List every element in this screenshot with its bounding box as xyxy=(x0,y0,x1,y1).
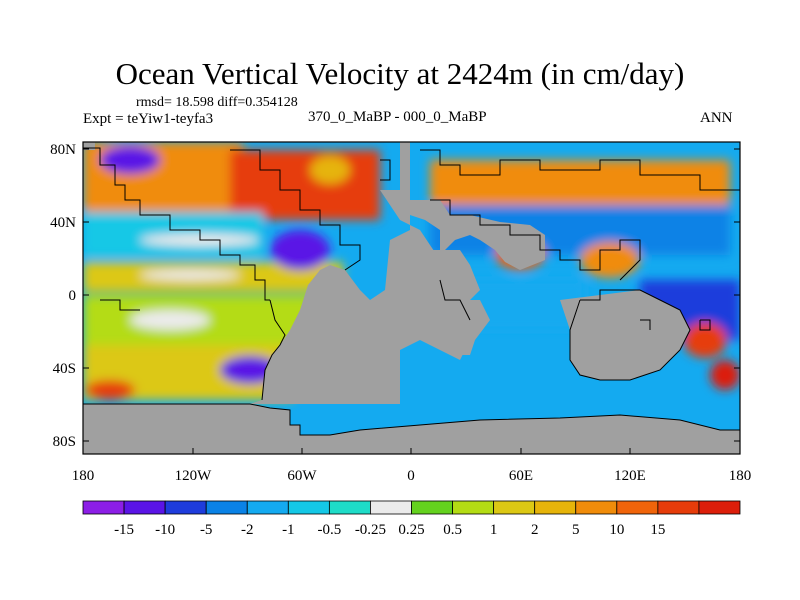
colorbar: -15 -10 -5 -2 -1 -0.5 -0.25 0.25 0.5 1 2 5 10 15 xyxy=(82,500,741,538)
colorbar-label: -1 xyxy=(282,522,295,538)
coastlines xyxy=(83,147,740,436)
colorbar-label: -10 xyxy=(155,522,175,538)
x-tick-label: 60E xyxy=(509,468,533,484)
tick-marks xyxy=(82,148,741,454)
colorbar-swatch xyxy=(657,500,700,515)
x-tick-label: 180 xyxy=(72,468,95,484)
colorbar-swatch xyxy=(534,500,577,515)
colorbar-label: 1 xyxy=(490,522,498,538)
colorbar-label: -15 xyxy=(114,522,134,538)
colorbar-label: 10 xyxy=(609,522,624,538)
colorbar-swatch xyxy=(287,500,330,515)
colorbar-label: -2 xyxy=(241,522,254,538)
colorbar-swatch xyxy=(328,500,371,515)
colorbar-swatch xyxy=(575,500,618,515)
stats-line: rmsd= 18.598 diff=0.354128 xyxy=(136,96,298,110)
colorbar-label: 15 xyxy=(650,522,665,538)
diff-value: 0.354128 xyxy=(245,95,298,110)
season-label: ANN xyxy=(700,110,733,126)
colorbar-swatch xyxy=(698,500,741,515)
colorbar-swatch xyxy=(616,500,659,515)
colorbar-swatch xyxy=(123,500,166,515)
colorbar-swatch xyxy=(246,500,289,515)
x-tick-label: 0 xyxy=(407,468,415,484)
y-tick-label: 80N xyxy=(50,142,76,158)
colorbar-swatch xyxy=(82,500,125,515)
y-tick-label: 0 xyxy=(69,288,77,304)
colorbar-label: 0.5 xyxy=(443,522,462,538)
experiment-label: Expt = teYiw1-teyfa3 xyxy=(83,111,214,127)
y-tick-label: 40S xyxy=(53,361,76,377)
rmsd-label: rmsd= xyxy=(136,95,172,110)
y-tick-label: 40N xyxy=(50,215,76,231)
x-tick-label: 120E xyxy=(614,468,646,484)
y-axis-labels: 80N 40N 0 40S 80S xyxy=(50,142,76,450)
colorbar-swatch xyxy=(452,500,495,515)
colorbar-label: -5 xyxy=(200,522,213,538)
colorbar-label: 0.25 xyxy=(398,522,424,538)
comparison-label: 370_0_MaBP - 000_0_MaBP xyxy=(308,109,487,125)
diff-label: diff= xyxy=(217,95,246,110)
colorbar-label: 2 xyxy=(531,522,539,538)
colorbar-label: 5 xyxy=(572,522,580,538)
land-mask xyxy=(83,142,740,454)
map-plot-area xyxy=(83,142,740,454)
colorbar-swatch xyxy=(164,500,207,515)
rmsd-value: 18.598 xyxy=(175,95,214,110)
colorbar-swatch xyxy=(411,500,453,515)
colorbar-swatch xyxy=(205,500,248,515)
x-tick-label: 120W xyxy=(175,468,213,484)
x-tick-label: 180 xyxy=(729,468,752,484)
colorbar-swatch xyxy=(370,500,412,515)
x-tick-label: 60W xyxy=(287,468,317,484)
y-tick-label: 80S xyxy=(53,434,76,450)
x-axis-labels: 180 120W 60W 0 60E 120E 180 xyxy=(72,468,752,484)
colorbar-label: -0.5 xyxy=(318,522,342,538)
colorbar-swatch xyxy=(493,500,536,515)
colorbar-label: -0.25 xyxy=(355,522,386,538)
map-title: Ocean Vertical Velocity at 2424m (in cm/… xyxy=(115,56,685,91)
